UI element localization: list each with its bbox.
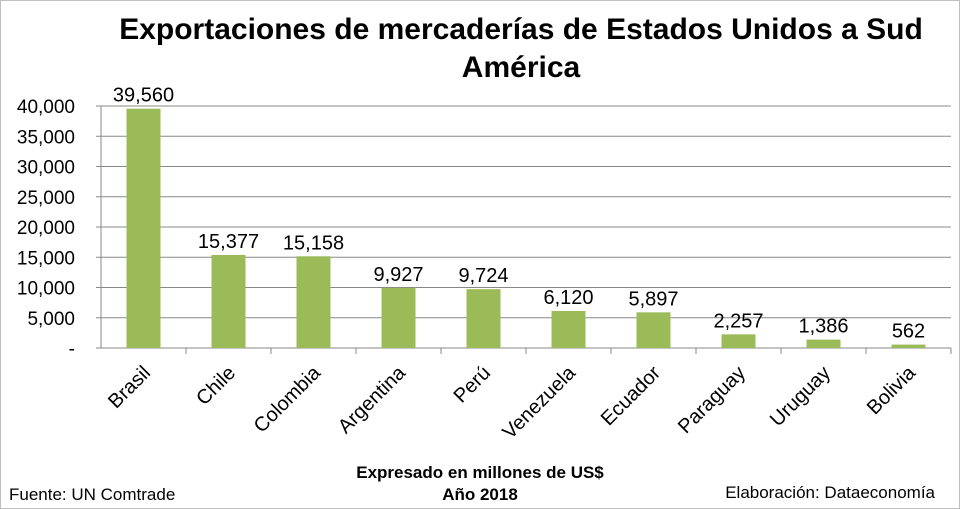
data-label: 6,120: [543, 287, 593, 309]
x-category-label: Brasil: [104, 362, 155, 413]
bar: [891, 344, 926, 348]
data-label: 562: [892, 321, 925, 343]
data-label: 1,386: [798, 316, 848, 338]
y-tick-label: 10,000: [17, 279, 75, 300]
x-category-label: Chile: [192, 362, 240, 410]
x-category-label: Venezuela: [498, 361, 580, 443]
chart-title: Exportaciones de mercaderías de Estados …: [119, 13, 923, 84]
bar: [381, 287, 416, 348]
data-label: 9,927: [373, 264, 423, 286]
bar: [466, 289, 501, 348]
bar: [126, 108, 161, 348]
x-axis-label: Expresado en millones de US$: [356, 463, 604, 482]
bar: [551, 310, 586, 348]
data-label: 9,724: [458, 265, 508, 287]
bar: [636, 312, 671, 348]
y-tick-label: 5,000: [27, 309, 75, 330]
bar-chart: - 5,000 10,000 15,000 20,000 25,000 30,000 35,0…: [17, 85, 952, 444]
bar: [211, 254, 246, 348]
x-category-label: Bolivia: [863, 361, 921, 419]
bar: [721, 334, 756, 348]
bar: [296, 256, 331, 348]
bar: [806, 339, 841, 348]
data-label: 15,377: [198, 231, 259, 253]
x-category-label: Colombia: [250, 361, 326, 437]
credit-note: Elaboración: Dataeconomía: [725, 483, 935, 502]
data-label: 2,257: [713, 310, 763, 332]
x-category-label: Uruguay: [766, 362, 835, 431]
y-tick-label: 35,000: [17, 127, 75, 148]
x-category-label: Perú: [450, 362, 495, 407]
y-tick-label: 20,000: [17, 218, 75, 239]
y-tick-label: 40,000: [17, 97, 75, 118]
data-label: 39,560: [113, 85, 174, 107]
data-label: 5,897: [628, 288, 678, 310]
y-tick-label: 30,000: [17, 158, 75, 179]
y-tick-label: -: [69, 339, 75, 360]
y-tick-label: 25,000: [17, 188, 75, 209]
y-tick-label: 15,000: [17, 248, 75, 269]
x-category-label: Argentina: [334, 361, 411, 438]
x-category-label: Paraguay: [674, 362, 750, 438]
x-category-label: Ecuador: [597, 362, 665, 430]
chart-subtitle-year: Año 2018: [442, 485, 518, 504]
data-label: 15,158: [283, 232, 344, 254]
source-note: Fuente: UN Comtrade: [9, 485, 176, 504]
